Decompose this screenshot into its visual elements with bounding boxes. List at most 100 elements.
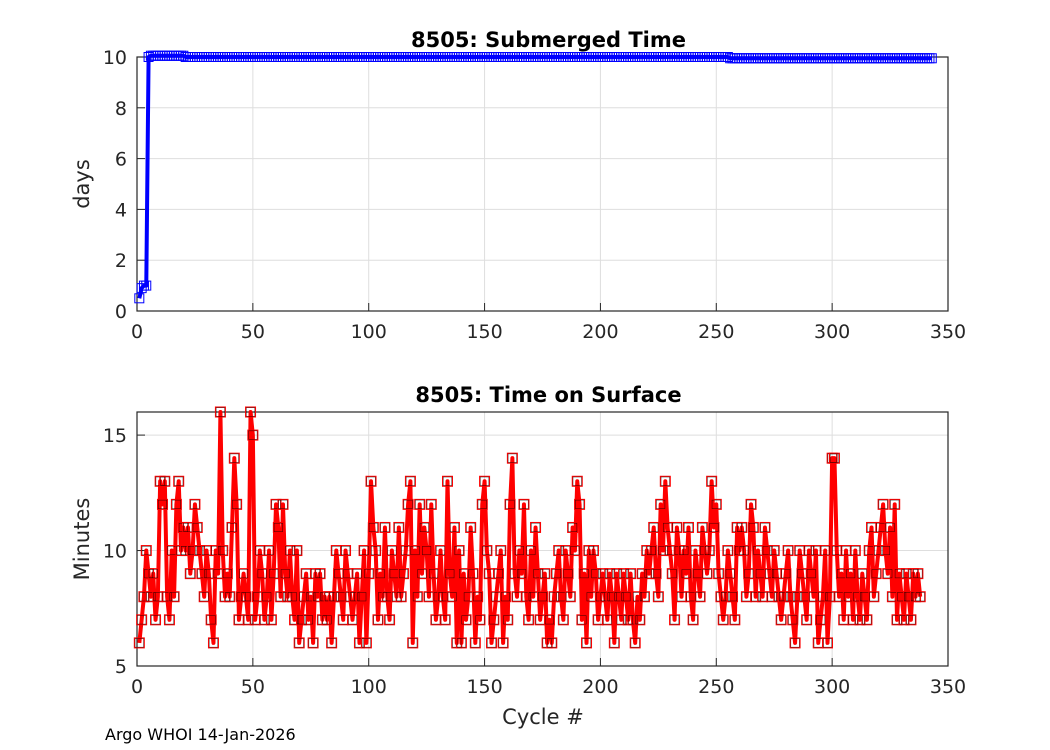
data-point-marker <box>340 545 352 557</box>
data-point-marker <box>720 591 732 603</box>
data-point-marker <box>759 521 771 533</box>
data-point-marker <box>416 568 428 580</box>
data-point-marker <box>145 591 157 603</box>
data-point-marker <box>453 545 465 557</box>
data-point-marker <box>476 498 488 510</box>
data-point-marker <box>634 614 646 626</box>
data-point-marker <box>625 568 637 580</box>
data-point-marker <box>428 568 440 580</box>
data-point-marker <box>708 521 720 533</box>
data-point-marker <box>286 591 298 603</box>
data-point-marker <box>724 568 736 580</box>
data-point-marker <box>525 545 537 557</box>
data-point-marker <box>242 614 254 626</box>
data-point-marker <box>372 614 384 626</box>
data-point-marker <box>284 545 296 557</box>
data-point-marker <box>537 591 548 603</box>
data-point-marker <box>784 591 796 603</box>
data-point-marker <box>761 545 773 557</box>
data-point-marker <box>694 591 706 603</box>
data-point-marker <box>652 591 664 603</box>
data-point-marker <box>360 637 372 649</box>
data-point-marker <box>903 591 915 603</box>
data-point-marker <box>587 545 599 557</box>
data-point-marker <box>659 475 671 487</box>
data-point-marker <box>727 591 739 603</box>
data-point-marker <box>217 545 229 557</box>
data-point-marker <box>564 591 576 603</box>
data-point-marker <box>196 568 208 580</box>
data-point-marker <box>805 568 817 580</box>
data-point-marker <box>872 545 884 557</box>
data-point-marker <box>214 406 226 418</box>
data-point-marker <box>530 521 542 533</box>
y-tick-label: 4 <box>115 199 127 221</box>
y-tick-label: 2 <box>115 250 127 272</box>
data-point-marker <box>571 475 583 487</box>
data-point-marker <box>356 591 368 603</box>
data-point-marker <box>780 568 792 580</box>
y-tick-label: 10 <box>103 541 127 563</box>
data-point-marker <box>849 545 861 557</box>
x-tick-label: 200 <box>582 676 618 698</box>
data-point-marker <box>852 591 864 603</box>
data-point-marker <box>270 498 282 510</box>
data-point-marker <box>847 614 859 626</box>
data-point-marker <box>421 545 433 557</box>
data-point-marker <box>520 591 532 603</box>
data-point-marker <box>448 521 460 533</box>
x-tick-label: 150 <box>466 321 502 343</box>
data-point-marker <box>893 568 905 580</box>
data-point-marker <box>738 545 750 557</box>
data-point-marker <box>898 614 910 626</box>
data-point-marker <box>238 568 250 580</box>
data-point-marker <box>643 568 655 580</box>
data-point-marker <box>460 614 472 626</box>
data-point-marker <box>305 591 317 603</box>
data-point-marker <box>147 568 159 580</box>
data-point-marker <box>198 591 210 603</box>
data-point-marker <box>240 591 252 603</box>
data-point-marker <box>509 568 521 580</box>
data-point-marker <box>768 545 780 557</box>
data-point-marker <box>636 568 648 580</box>
data-point-marker <box>150 614 162 626</box>
data-point-marker <box>764 568 776 580</box>
x-axis-label: Cycle # <box>502 705 584 729</box>
data-point-marker <box>581 637 593 649</box>
data-point-marker <box>163 614 175 626</box>
data-point-marker <box>141 280 152 291</box>
data-point-marker <box>539 568 551 580</box>
data-point-marker <box>803 545 815 557</box>
data-point-marker <box>474 614 486 626</box>
data-point-marker <box>891 614 903 626</box>
axes-box <box>136 411 949 667</box>
data-point-marker <box>543 614 555 626</box>
data-point-marker <box>615 614 627 626</box>
footer-credit: Argo WHOI 14-Jan-2026 <box>105 725 296 744</box>
chart-title: 8505: Submerged Time <box>411 28 686 52</box>
axes-1: 0 50 100 150 200 250 300 350 0 2 4 6 8 10 8505: Submer… <box>70 28 966 343</box>
x-tick-label: 0 <box>131 676 143 698</box>
data-point-marker <box>532 568 544 580</box>
y-tick-label: 10 <box>103 47 127 69</box>
data-point-marker <box>404 475 416 487</box>
data-point-marker <box>495 545 507 557</box>
x-tick-label: 150 <box>466 676 502 698</box>
data-point-marker <box>231 498 243 510</box>
data-point-marker <box>353 637 365 649</box>
data-point-marker <box>159 475 171 487</box>
data-point-marker <box>618 568 630 580</box>
data-point-marker <box>481 545 493 557</box>
y-axis-label: Minutes <box>70 498 94 581</box>
data-point-marker <box>546 637 558 649</box>
axes-2: 0 50 100 150 200 250 300 350 5 10 15 8505: Time on … <box>70 383 966 729</box>
data-point-marker <box>275 591 287 603</box>
data-point-marker <box>900 568 912 580</box>
data-point-marker <box>817 591 829 603</box>
data-point-marker <box>435 545 447 557</box>
data-point-marker <box>854 614 866 626</box>
data-point-marker <box>136 614 148 626</box>
data-point-marker <box>703 545 715 557</box>
data-point-marker <box>446 591 458 603</box>
